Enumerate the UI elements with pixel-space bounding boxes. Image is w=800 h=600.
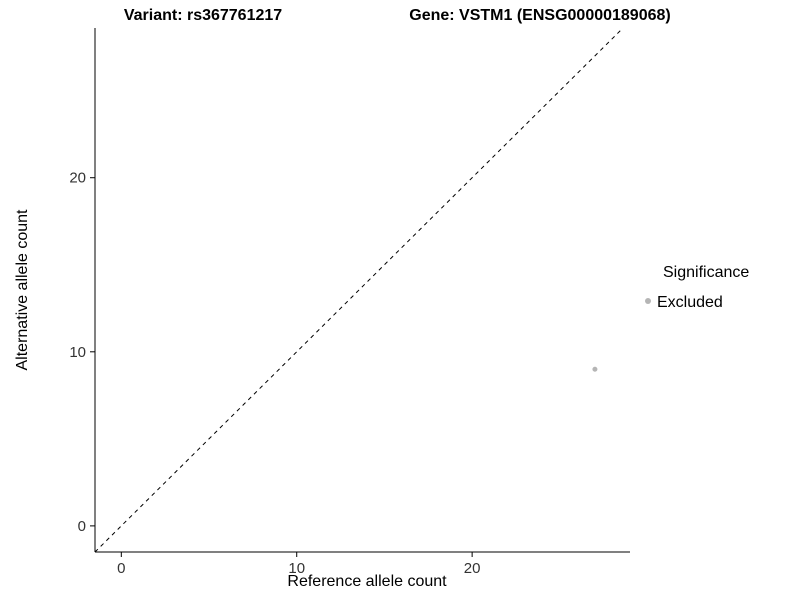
legend-title: Significance	[663, 264, 749, 281]
y-tick-label: 10	[69, 344, 86, 361]
y-tick-label: 20	[69, 170, 86, 187]
data-point	[592, 366, 598, 372]
x-tick-label: 10	[288, 560, 305, 577]
identity-line	[94, 27, 624, 553]
legend-point-icon	[645, 298, 651, 304]
y-tick-label: 0	[78, 518, 86, 535]
variant-title: Variant: rs367761217	[124, 7, 282, 24]
legend-entry-label: Excluded	[657, 294, 723, 311]
x-axis-label: Reference allele count	[287, 573, 447, 590]
gene-title: Gene: VSTM1 (ENSG00000189068)	[409, 7, 670, 24]
plot-panel: 0 10 20 0 10 20	[69, 27, 630, 577]
y-axis-label: Alternative allele count	[14, 209, 31, 371]
x-tick-label: 0	[117, 560, 125, 577]
legend: Significance Excluded	[645, 264, 749, 311]
x-tick-label: 20	[464, 560, 481, 577]
